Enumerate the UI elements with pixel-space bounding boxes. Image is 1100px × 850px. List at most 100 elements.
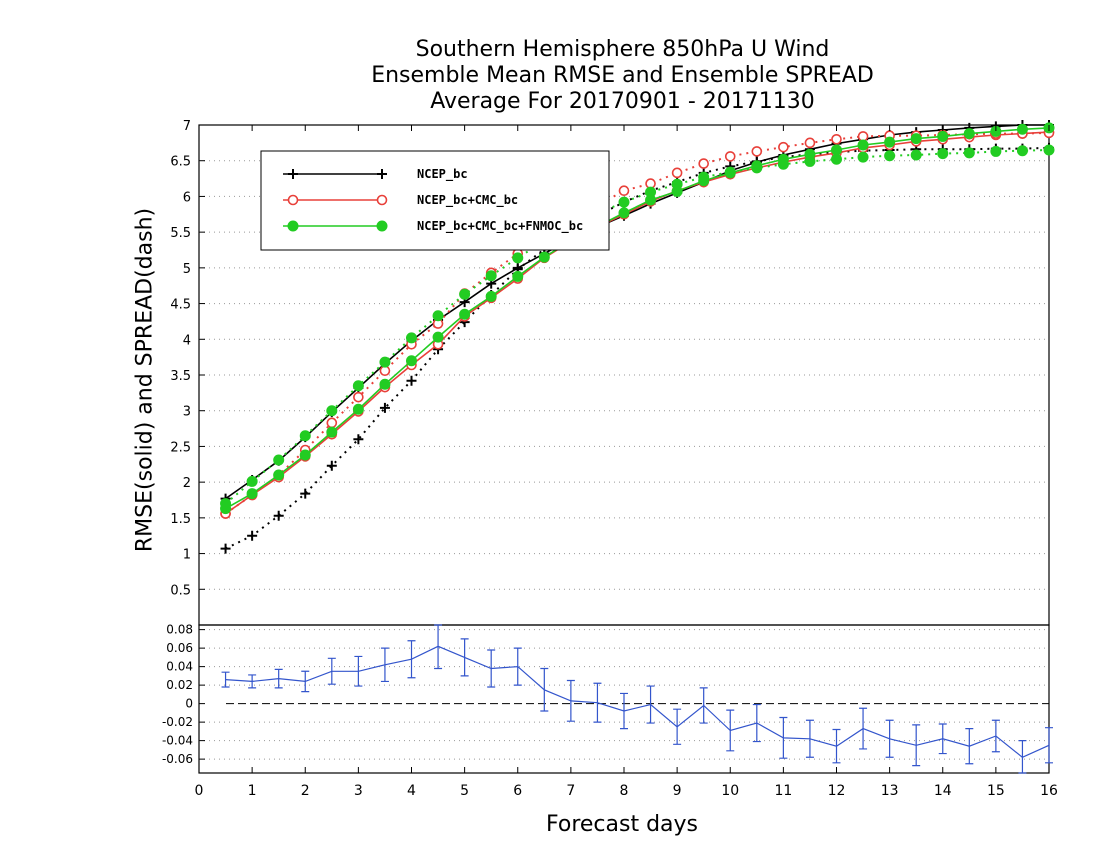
y-axis-label: RMSE(solid) and SPREAD(dash)	[132, 207, 158, 553]
spread-point	[910, 149, 922, 161]
x-tick-label: 3	[354, 783, 363, 799]
error-bar	[673, 708, 682, 745]
lower-y-tick-label: -0.04	[162, 734, 193, 748]
upper-grid	[199, 160, 1049, 590]
spread-point	[326, 417, 338, 429]
upper-y-tick-label: 5	[183, 262, 191, 277]
rmse-point	[352, 403, 364, 415]
spread-point	[751, 162, 763, 174]
lower-y-tick-label: 0.08	[166, 623, 193, 637]
error-bar	[779, 716, 788, 759]
spread-point	[352, 380, 364, 392]
spread-point	[724, 151, 736, 162]
spread-point	[778, 141, 789, 153]
x-tick-label: 15	[987, 783, 1005, 799]
upper-y-tick-label: 3	[183, 405, 191, 420]
lower-y-tick-label: 0	[185, 697, 193, 711]
upper-y-tick-label: 1	[183, 548, 191, 563]
error-bar	[646, 685, 655, 724]
upper-y-axis: 0.5 1 1.5 2 2.5 3 3.5 4 4.5 5 5.5 6 6.5 7	[170, 119, 205, 598]
spread-point	[937, 148, 949, 160]
rmse-point	[963, 128, 975, 140]
error-bar	[513, 647, 522, 686]
x-axis: 0 1 2 3 4 5 6 7 8 9 10 11 12 13 14 15 16	[195, 125, 1058, 799]
error-bar	[1018, 740, 1027, 774]
x-tick-label: 8	[620, 783, 629, 799]
difference-series	[221, 624, 1053, 774]
error-bar	[566, 679, 575, 722]
upper-y-tick-label: 2.5	[170, 440, 191, 455]
x-tick-label: 16	[1040, 783, 1058, 799]
spread-point	[273, 454, 285, 466]
x-tick-label: 9	[673, 783, 682, 799]
spread-point	[246, 475, 258, 487]
spread-point	[353, 391, 364, 403]
error-bar	[912, 724, 921, 767]
error-bar	[221, 671, 230, 688]
spread-point	[1043, 144, 1055, 156]
error-bar	[726, 709, 735, 752]
legend-label: NCEP_bc	[417, 167, 468, 182]
spread-point	[618, 196, 630, 208]
error-bar	[593, 682, 602, 723]
legend-item: NCEP_bc+CMC_bc+FNMOC_bc	[283, 219, 583, 234]
error-bar	[434, 624, 443, 670]
upper-y-tick-label: 6.5	[170, 155, 191, 170]
spread-point	[512, 252, 524, 264]
error-bar	[487, 649, 496, 688]
x-tick-label: 10	[721, 783, 739, 799]
error-bar	[965, 728, 974, 765]
legend-label: NCEP_bc+CMC_bc+FNMOC_bc	[417, 219, 583, 234]
x-tick-label: 4	[407, 783, 416, 799]
spread-point	[326, 460, 337, 471]
spread-point	[804, 155, 816, 167]
spread-point	[884, 150, 896, 162]
rmse-point	[299, 449, 311, 461]
spread-point	[300, 488, 311, 499]
rmse-point	[831, 144, 842, 156]
spread-point	[432, 310, 444, 322]
rmse-point	[326, 426, 338, 438]
error-bar	[327, 657, 336, 685]
spread-point	[247, 530, 258, 541]
rmse-point	[379, 378, 391, 390]
lower-y-tick-label: -0.02	[162, 715, 193, 729]
spread-point	[353, 434, 364, 445]
legend-swatch-marker	[287, 220, 299, 232]
spread-point	[777, 158, 789, 170]
spread-point	[220, 543, 231, 554]
upper-y-tick-label: 4	[183, 333, 191, 348]
rmse-point	[857, 139, 869, 151]
x-tick-label: 7	[566, 783, 575, 799]
upper-y-tick-label: 3.5	[170, 369, 191, 384]
upper-series	[220, 120, 1055, 554]
spread-point	[379, 402, 390, 413]
x-tick-label: 13	[881, 783, 899, 799]
spread-point	[273, 510, 284, 521]
rmse-point	[618, 207, 630, 219]
rmse-spread-panel: 0.5 1 1.5 2 2.5 3 3.5 4 4.5 5 5.5 6 6.5 7	[170, 119, 1055, 626]
upper-y-tick-label: 6	[183, 190, 191, 205]
spread-point	[724, 166, 736, 178]
x-tick-label: 12	[828, 783, 846, 799]
legend-swatch-marker	[377, 169, 387, 179]
spread-point	[698, 158, 709, 169]
spread-point	[220, 498, 232, 510]
x-tick-label: 14	[934, 783, 952, 799]
spread-point	[299, 430, 311, 442]
series-spread	[220, 127, 1055, 519]
error-bar	[407, 640, 416, 679]
rmse-point	[538, 251, 550, 263]
chart-title-line-2: Ensemble Mean RMSE and Ensemble SPREAD	[371, 63, 874, 88]
x-tick-label: 1	[248, 783, 257, 799]
rmse-point	[910, 133, 922, 145]
lower-y-tick-label: -0.06	[162, 752, 193, 766]
spread-point	[671, 178, 683, 190]
spread-point	[406, 332, 417, 344]
rmse-point	[432, 331, 444, 343]
legend-label: NCEP_bc+CMC_bc	[417, 193, 518, 208]
legend-swatch-marker	[376, 220, 388, 232]
error-bar	[1045, 727, 1053, 764]
